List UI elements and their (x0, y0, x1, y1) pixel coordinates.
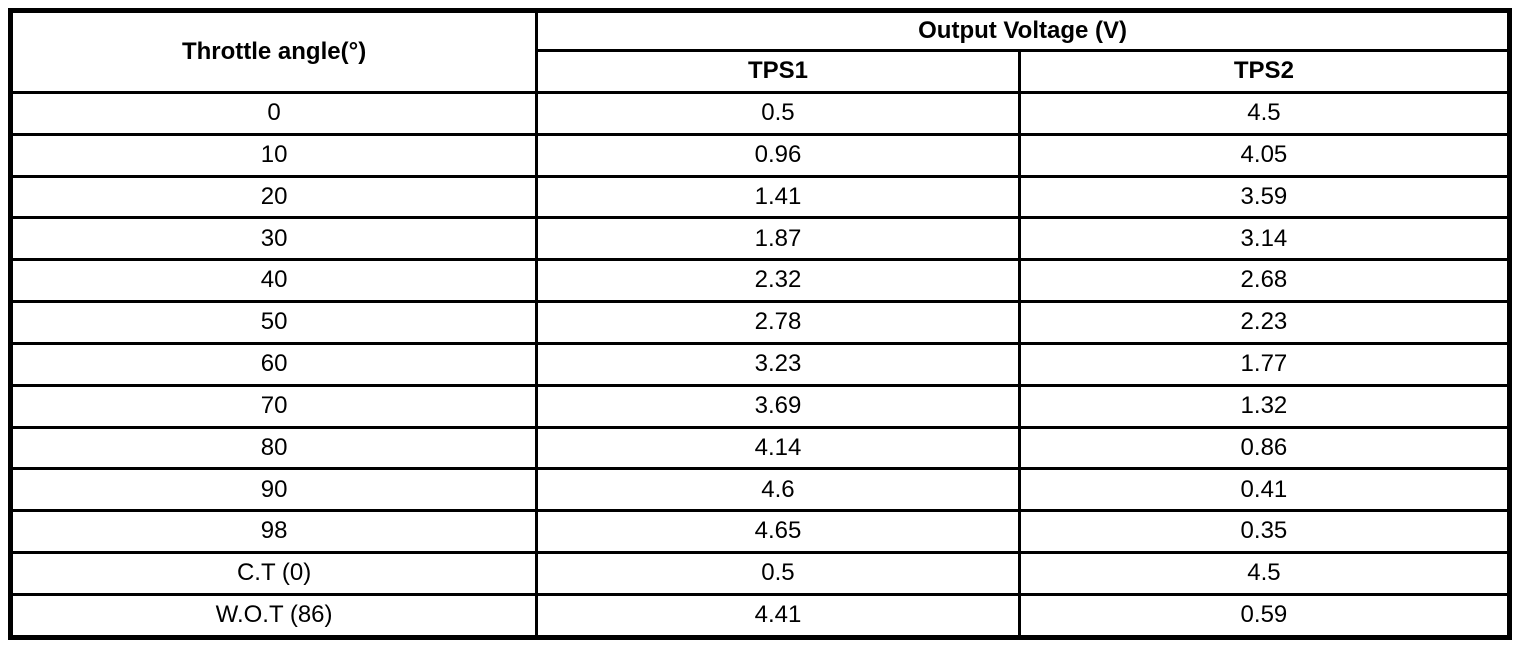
tps1-cell: 4.6 (535, 467, 1021, 513)
table-row: 90 4.6 0.41 (8, 467, 1512, 513)
tps2-cell: 4.05 (1017, 132, 1512, 178)
tps2-cell: 0.35 (1017, 509, 1512, 554)
angle-cell: 98 (8, 509, 539, 554)
output-voltage-header: Output Voltage (V) (535, 9, 1511, 52)
tps2-cell: 4.5 (1017, 550, 1512, 596)
tps-output-voltage-table: Throttle angle(°) Output Voltage (V) TPS… (8, 8, 1512, 640)
throttle-angle-header: Throttle angle(°) (8, 9, 539, 94)
tps1-cell: 2.32 (535, 258, 1021, 304)
angle-cell: W.O.T (86) (8, 592, 539, 640)
angle-cell: C.T (0) (8, 550, 539, 596)
tps2-cell: 0.59 (1017, 592, 1512, 640)
angle-cell: 70 (8, 383, 539, 429)
table-row: W.O.T (86) 4.41 0.59 (8, 592, 1512, 640)
tps2-cell: 0.41 (1017, 467, 1512, 513)
table-row: 40 2.32 2.68 (8, 258, 1512, 304)
tps2-cell: 3.14 (1017, 216, 1512, 262)
angle-cell: 60 (8, 341, 539, 387)
tps1-cell: 4.14 (535, 425, 1021, 471)
table-row: 30 1.87 3.14 (8, 216, 1512, 262)
tps1-cell: 4.65 (535, 509, 1021, 554)
table-row: 70 3.69 1.32 (8, 383, 1512, 429)
tps2-cell: 2.23 (1017, 300, 1512, 345)
angle-cell: 10 (8, 132, 539, 178)
angle-cell: 40 (8, 258, 539, 304)
angle-cell: 0 (8, 91, 539, 136)
angle-cell: 30 (8, 216, 539, 262)
header-group-row: Throttle angle(°) Output Voltage (V) (8, 9, 1511, 94)
table-row: 80 4.14 0.86 (8, 425, 1512, 471)
angle-cell: 80 (8, 425, 539, 471)
tps2-cell: 4.5 (1017, 91, 1512, 136)
tps1-cell: 3.23 (535, 341, 1021, 387)
table-row: 50 2.78 2.23 (8, 300, 1512, 345)
angle-cell: 50 (8, 300, 539, 345)
angle-cell: 90 (8, 467, 539, 513)
tps1-cell: 0.96 (535, 132, 1021, 178)
tps1-cell: 1.87 (535, 216, 1021, 262)
table-row: 0 0.5 4.5 (8, 91, 1512, 136)
tps2-cell: 1.77 (1017, 341, 1512, 387)
tps2-cell: 2.68 (1017, 258, 1512, 304)
tps2-cell: 3.59 (1017, 174, 1512, 220)
tps1-cell: 2.78 (535, 300, 1021, 345)
tps1-cell: 0.5 (535, 550, 1021, 596)
angle-cell: 20 (8, 174, 539, 220)
tps2-cell: 0.86 (1017, 425, 1512, 471)
table-row: 10 0.96 4.05 (8, 132, 1512, 178)
table-row: 20 1.41 3.59 (8, 174, 1512, 220)
header-sub-row: TPS1 TPS2 (11, 49, 1512, 94)
table-row: 60 3.23 1.77 (8, 341, 1512, 387)
table-row: 98 4.65 0.35 (8, 509, 1512, 554)
tps1-header: TPS1 (535, 49, 1021, 94)
tps2-header: TPS2 (1017, 49, 1512, 94)
tps1-cell: 4.41 (535, 592, 1021, 640)
tps1-cell: 0.5 (535, 91, 1021, 136)
tps1-cell: 1.41 (535, 174, 1021, 220)
table-row: C.T (0) 0.5 4.5 (8, 550, 1512, 596)
tps1-cell: 3.69 (535, 383, 1021, 429)
tps2-cell: 1.32 (1017, 383, 1512, 429)
